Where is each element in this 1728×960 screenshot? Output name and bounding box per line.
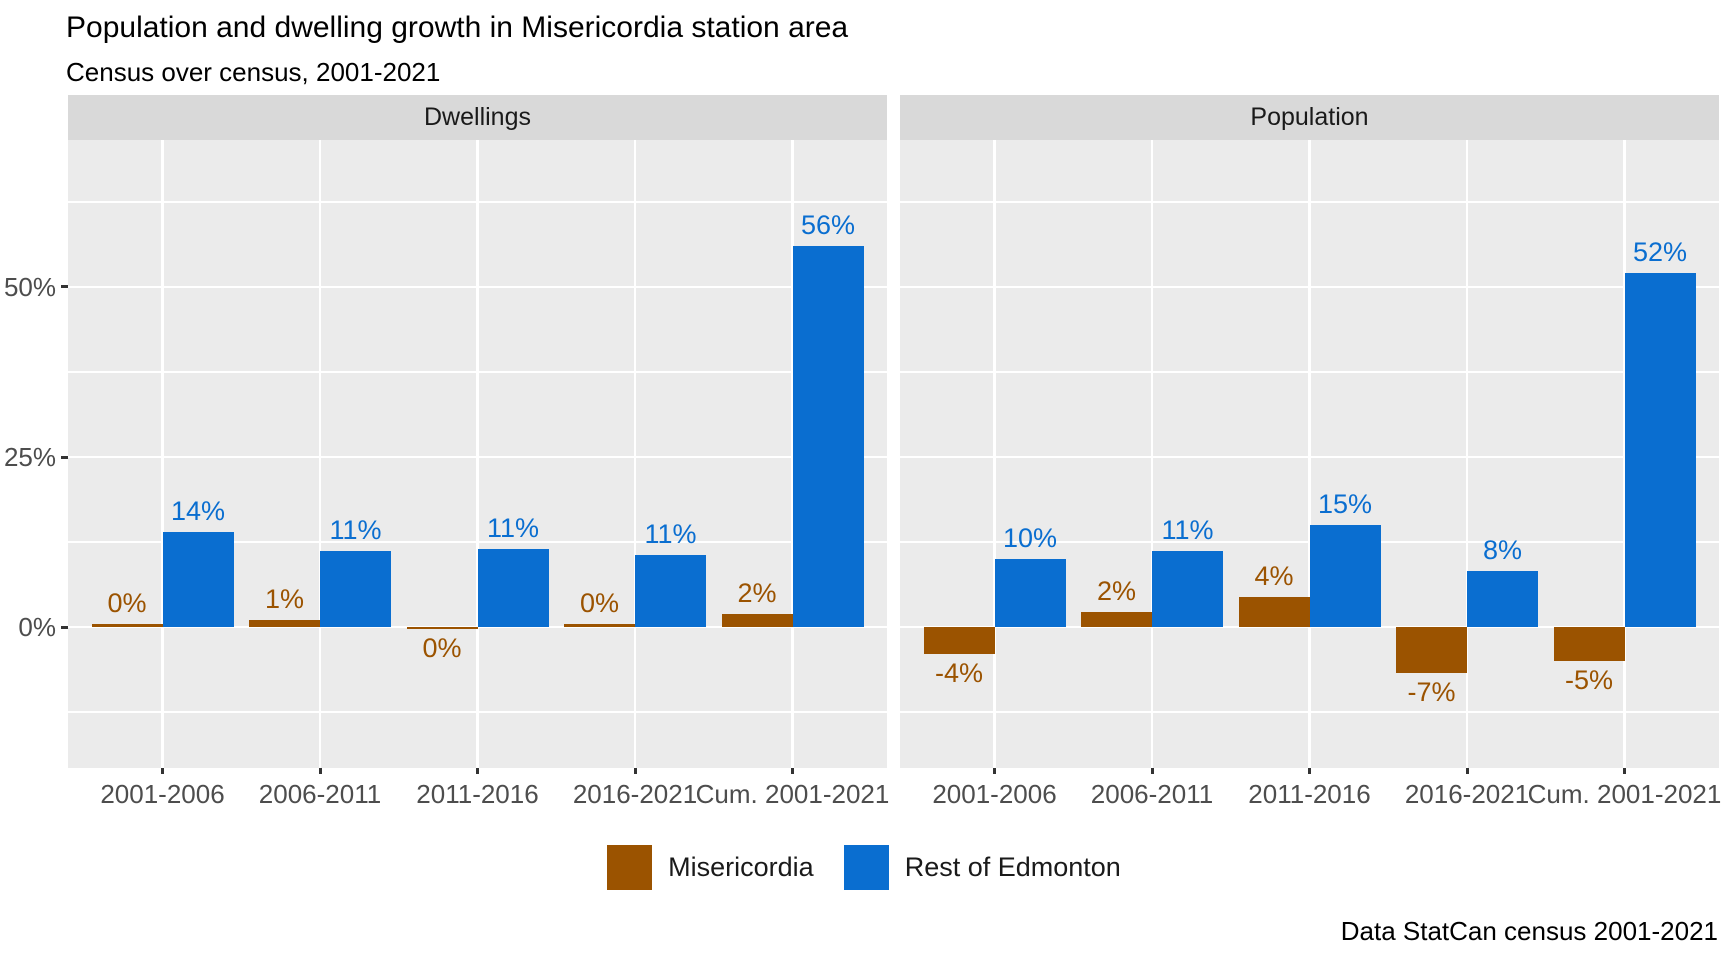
panel-dwellings: 0% 1% 0% 0% 2% 14% 11% 11% 11% 56% (68, 140, 887, 768)
legend: Misericordia Rest of Edmonton (0, 845, 1728, 890)
y-tick-mark (61, 455, 68, 459)
category-gridline (993, 140, 996, 768)
bar (406, 627, 478, 630)
category-gridline (633, 140, 637, 768)
x-tick-mark (1150, 768, 1154, 774)
legend-label-misericordia: Misericordia (668, 852, 814, 882)
bar (1624, 273, 1696, 628)
bar-value-label: -7% (1407, 677, 1456, 708)
bar-value-label: 11% (329, 514, 382, 545)
x-tick-label: 2001-2006 (932, 779, 1057, 809)
bar (564, 623, 635, 628)
rest-of-edmonton-swatch-icon (843, 845, 889, 890)
x-tick-mark (476, 768, 479, 774)
facet-population: Population -4% 2% 4% -7% -5% 10% 11% 15% 8% 52% (900, 95, 1719, 768)
bar (994, 559, 1066, 628)
facet-strip-dwellings: Dwellings (68, 95, 887, 140)
bar-value-label: 52% (1632, 237, 1688, 268)
bar (1396, 627, 1467, 674)
legend-label-rest-of-edmonton: Rest of Edmonton (904, 852, 1121, 882)
panel-population: -4% 2% 4% -7% -5% 10% 11% 15% 8% 52% (900, 140, 1719, 768)
x-tick-label: 2001-2006 (100, 779, 225, 809)
x-tick-label: 2006-2011 (1090, 779, 1214, 809)
x-tick-mark (318, 768, 322, 774)
x-tick-mark (993, 768, 996, 774)
category-gridline (1308, 140, 1311, 768)
bar (477, 548, 549, 628)
x-tick-mark (161, 768, 164, 774)
page-subtitle: Census over census, 2001-2021 (66, 57, 441, 87)
bar-value-label: -5% (1564, 665, 1613, 696)
x-tick-label: 2011-2016 (416, 779, 539, 809)
bar-value-label: 56% (800, 210, 856, 241)
bar-value-label: 14% (170, 495, 226, 526)
bar-value-label: 8% (1482, 534, 1523, 565)
bar (320, 550, 391, 628)
x-tick-label: 2006-2011 (258, 779, 382, 809)
bar (1553, 627, 1625, 662)
bar (635, 555, 706, 628)
category-gridline (318, 140, 322, 768)
bar (721, 614, 793, 628)
y-tick-mark (61, 625, 68, 629)
bar-value-label: 0% (579, 587, 620, 618)
bar (1152, 550, 1223, 628)
category-gridline (476, 140, 479, 768)
bar-value-label: 11% (1161, 514, 1214, 545)
y-tick-label: 25% (3, 442, 56, 473)
x-tick-mark (1465, 768, 1469, 774)
legend-item-misericordia: Misericordia (607, 845, 814, 890)
category-gridline (161, 140, 164, 768)
x-tick-label: Cum. 2001-2021 (695, 779, 890, 809)
x-tick-mark (633, 768, 637, 774)
bar (923, 627, 995, 655)
bar-value-label: -4% (934, 658, 983, 689)
bar-value-label: 4% (1254, 561, 1294, 592)
legend-item-rest-of-edmonton: Rest of Edmonton (843, 845, 1121, 890)
x-tick-mark (1308, 768, 1311, 774)
caption: Data StatCan census 2001-2021 (1340, 916, 1718, 946)
bar-value-label: 11% (486, 512, 540, 543)
y-tick-label: 0% (18, 612, 56, 643)
x-tick-mark (791, 768, 794, 774)
x-tick-label: 2016-2021 (572, 779, 698, 809)
bar (91, 624, 163, 628)
facet-strip-population: Population (900, 95, 1719, 140)
bar (162, 531, 234, 628)
x-tick-label: 2016-2021 (1404, 779, 1530, 809)
bar-value-label: 1% (264, 584, 305, 615)
bar (792, 246, 864, 628)
bar-value-label: 10% (1002, 523, 1058, 554)
x-tick-label: 2011-2016 (1248, 779, 1371, 809)
y-tick-mark (61, 285, 68, 289)
misericordia-swatch-icon (607, 845, 653, 890)
bar-value-label: 2% (1096, 575, 1137, 606)
category-gridline (1150, 140, 1154, 768)
facet-dwellings: Dwellings 0% 1% 0% 0% 2% 14% 11% 11% 11% 56% (68, 95, 887, 768)
bar (1467, 570, 1538, 628)
bar-value-label: 11% (644, 519, 697, 550)
page-title: Population and dwelling growth in Miseri… (66, 11, 849, 44)
x-tick-label: Cum. 2001-2021 (1527, 779, 1722, 809)
y-tick-label: 50% (3, 271, 56, 302)
bar-value-label: 15% (1317, 489, 1373, 520)
bar (249, 620, 320, 628)
category-gridline (1465, 140, 1469, 768)
bar (1309, 525, 1381, 628)
bar-value-label: 0% (107, 588, 147, 619)
bar-value-label: 2% (737, 578, 777, 609)
x-tick-mark (1623, 768, 1626, 774)
bar (1238, 597, 1310, 628)
bar-value-label: 0% (422, 633, 462, 664)
bar (1081, 611, 1152, 628)
